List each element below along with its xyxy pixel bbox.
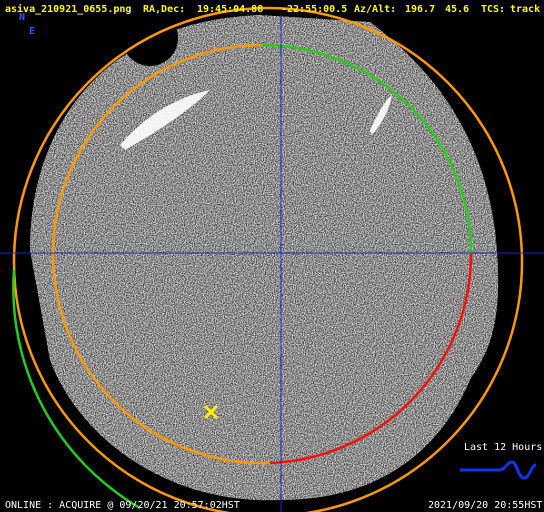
legend-track — [460, 460, 537, 480]
status-line: ONLINE : ACQUIRE @ 09/20/21 20:57:02HST — [5, 500, 240, 511]
compass-east: E — [29, 26, 35, 37]
ra-value: 19:45:04.88 — [197, 4, 263, 15]
inner-ring-green — [261, 43, 473, 255]
timestamp: 2021/09/20 20:55HST — [428, 500, 542, 511]
tcs-value: track — [510, 4, 540, 15]
radec-label: RA,Dec: — [143, 4, 185, 15]
target-marker — [203, 404, 219, 420]
inner-ring-red — [269, 253, 473, 465]
file-name: asiva_210921_0655.png — [5, 3, 131, 15]
azalt-label: Az/Alt: — [354, 4, 396, 15]
compass-north: N — [19, 12, 25, 23]
tcs-label: TCS: — [481, 4, 505, 15]
alt-value: 45.6 — [445, 4, 469, 15]
outer-ring-green — [12, 269, 141, 510]
legend-label: Last 12 Hours — [464, 442, 542, 453]
outer-ring — [12, 6, 524, 512]
az-value: 196.7 — [405, 4, 435, 15]
dec-value: -22:55:00.5 — [281, 4, 347, 15]
